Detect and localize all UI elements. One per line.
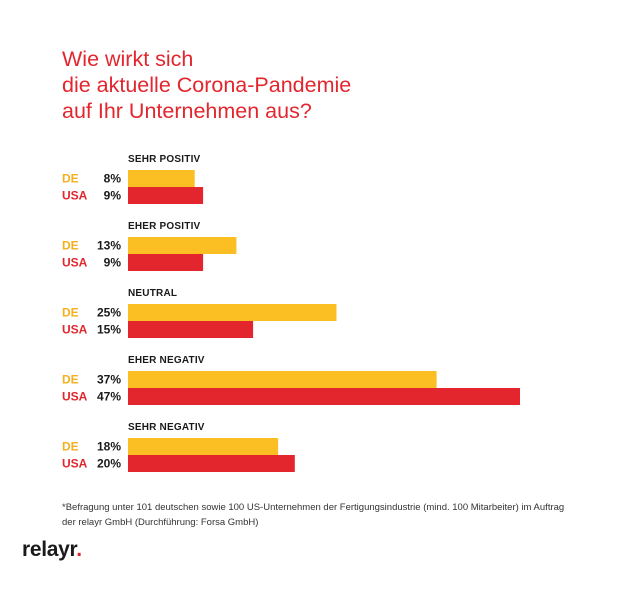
series-label-usa: USA	[62, 256, 88, 270]
value-label-usa-sehr-negativ: 20%	[97, 457, 121, 471]
value-label-de-eher-negativ: 37%	[97, 373, 121, 387]
value-label-usa-neutral: 15%	[97, 323, 121, 337]
category-label-eher-negativ: EHER NEGATIV	[128, 355, 205, 366]
category-label-sehr-positiv: SEHR POSITIV	[128, 154, 201, 165]
logo-text: relayr	[22, 538, 77, 561]
chart-title: Wie wirkt sich die aktuelle Corona-Pande…	[62, 46, 351, 124]
bar-usa-sehr-negativ	[128, 455, 295, 472]
value-label-de-neutral: 25%	[97, 306, 121, 320]
title-line-3: auf Ihr Unternehmen aus?	[62, 99, 312, 123]
series-label-de: DE	[62, 306, 79, 320]
series-label-de: DE	[62, 373, 79, 387]
bar-chart: SEHR POSITIV DE 8% USA 9% EHER POSITIV DE 13% US…	[62, 154, 520, 472]
value-label-usa-eher-negativ: 47%	[97, 390, 121, 404]
bar-de-sehr-positiv	[128, 170, 195, 187]
category-label-eher-positiv: EHER POSITIV	[128, 221, 201, 232]
relayr-logo: relayr.	[22, 538, 82, 562]
series-label-de: DE	[62, 172, 79, 186]
value-label-de-sehr-positiv: 8%	[104, 172, 122, 186]
series-label-usa: USA	[62, 189, 88, 203]
value-label-usa-sehr-positiv: 9%	[104, 189, 122, 203]
category-label-sehr-negativ: SEHR NEGATIV	[128, 422, 205, 433]
bar-de-sehr-negativ	[128, 438, 279, 455]
title-line-2: die aktuelle Corona-Pandemie	[62, 73, 352, 97]
value-label-de-eher-positiv: 13%	[97, 239, 121, 253]
bar-usa-eher-negativ	[128, 388, 520, 405]
series-label-usa: USA	[62, 457, 88, 471]
series-label-usa: USA	[62, 323, 88, 337]
series-label-de: DE	[62, 239, 79, 253]
bar-usa-neutral	[128, 321, 254, 338]
logo-dot: .	[76, 538, 82, 561]
series-label-de: DE	[62, 440, 79, 454]
bar-de-eher-positiv	[128, 237, 237, 254]
bar-usa-sehr-positiv	[128, 187, 204, 204]
bar-usa-eher-positiv	[128, 254, 204, 271]
bar-de-eher-negativ	[128, 371, 437, 388]
value-label-usa-eher-positiv: 9%	[104, 256, 122, 270]
value-label-de-sehr-negativ: 18%	[97, 440, 121, 454]
footnote: *Befragung unter 101 deutschen sowie 100…	[62, 502, 565, 528]
title-line-1: Wie wirkt sich	[62, 47, 194, 71]
series-label-usa: USA	[62, 390, 88, 404]
category-label-neutral: NEUTRAL	[128, 288, 177, 299]
bar-de-neutral	[128, 304, 337, 321]
